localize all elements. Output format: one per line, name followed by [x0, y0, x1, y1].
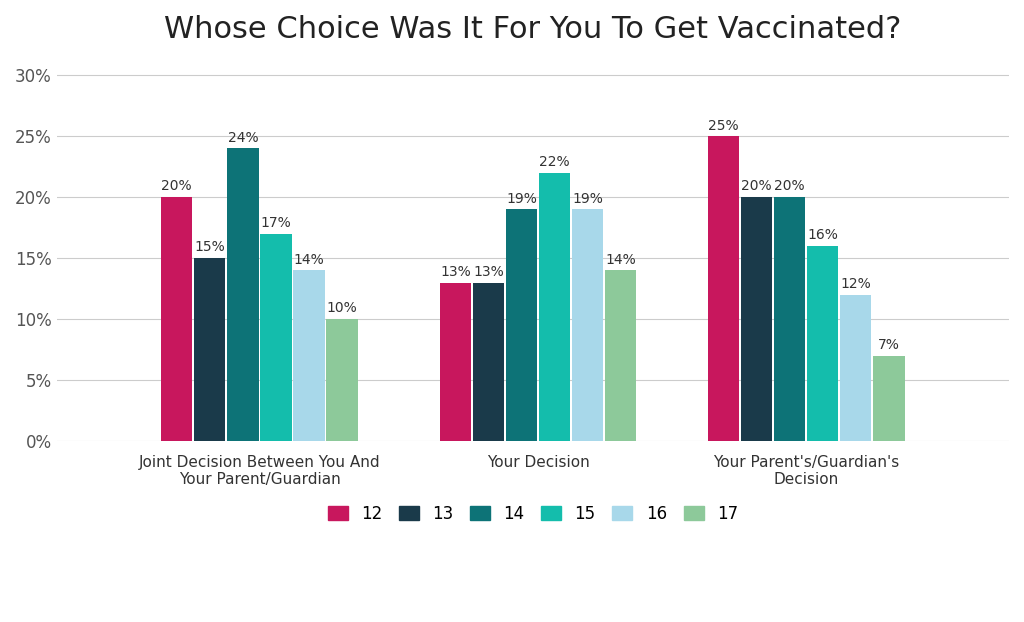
Bar	[774, 197, 805, 441]
Bar	[294, 271, 325, 441]
Text: 20%: 20%	[774, 180, 805, 193]
Bar	[327, 319, 357, 441]
Bar	[605, 271, 636, 441]
Text: 14%: 14%	[294, 253, 325, 267]
Bar	[539, 173, 570, 441]
Text: 13%: 13%	[473, 265, 504, 279]
Bar	[708, 136, 739, 441]
Bar	[161, 197, 193, 441]
Bar	[807, 246, 839, 441]
Bar	[572, 210, 603, 441]
Text: 22%: 22%	[540, 155, 570, 169]
Text: 13%: 13%	[440, 265, 471, 279]
Text: 15%: 15%	[195, 241, 225, 254]
Text: 20%: 20%	[162, 180, 193, 193]
Text: 14%: 14%	[605, 253, 636, 267]
Bar	[473, 282, 504, 441]
Legend: 12, 13, 14, 15, 16, 17: 12, 13, 14, 15, 16, 17	[319, 496, 746, 531]
Text: 19%: 19%	[506, 192, 537, 206]
Text: 12%: 12%	[841, 277, 871, 291]
Text: 19%: 19%	[572, 192, 603, 206]
Bar	[227, 149, 259, 441]
Text: 24%: 24%	[227, 131, 258, 145]
Bar	[439, 282, 471, 441]
Text: 20%: 20%	[741, 180, 772, 193]
Bar	[506, 210, 538, 441]
Bar	[195, 258, 225, 441]
Text: 16%: 16%	[807, 228, 838, 242]
Bar	[840, 295, 871, 441]
Text: 17%: 17%	[261, 216, 292, 230]
Bar	[260, 234, 292, 441]
Title: Whose Choice Was It For You To Get Vaccinated?: Whose Choice Was It For You To Get Vacci…	[164, 15, 901, 44]
Text: 25%: 25%	[709, 119, 738, 132]
Text: 7%: 7%	[878, 338, 900, 352]
Bar	[741, 197, 772, 441]
Bar	[873, 356, 904, 441]
Text: 10%: 10%	[327, 302, 357, 315]
